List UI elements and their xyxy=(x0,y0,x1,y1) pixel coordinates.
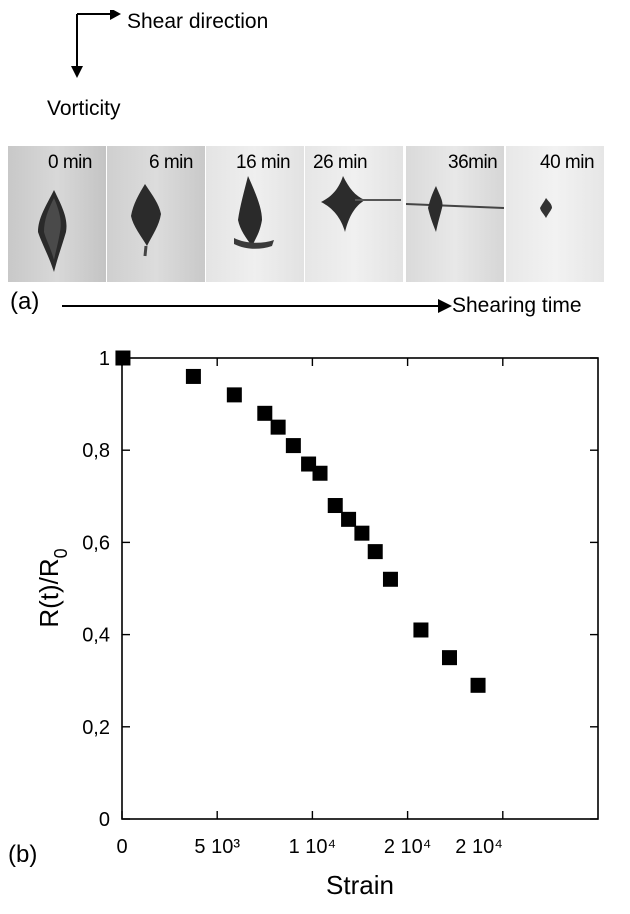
x-tick-label: 0 xyxy=(116,836,127,858)
y-tick-label: 0,2 xyxy=(82,717,110,739)
y-axis-label-main: R(t)/R xyxy=(34,558,64,627)
data-point xyxy=(341,511,357,527)
data-point xyxy=(354,525,370,541)
data-point xyxy=(301,456,317,472)
strain-chart: 0 0,2 0,4 0,6 0,8 1 0 5 10³ 1 10⁴ 2 10⁴ 2 10⁴ R(t… xyxy=(8,348,599,900)
frame-16-min: 16 min xyxy=(206,146,304,282)
data-point xyxy=(115,350,131,366)
x-tick-label: 5 10³ xyxy=(194,836,240,858)
y-tick-label: 0,6 xyxy=(82,532,110,554)
x-axis-label: Strain xyxy=(326,870,394,900)
data-point xyxy=(382,571,398,587)
data-point xyxy=(367,544,383,560)
shear-direction-label: Shear direction xyxy=(127,10,269,33)
frame-6-min: 6 min xyxy=(107,146,205,282)
droplet-image xyxy=(38,190,67,272)
data-point xyxy=(470,677,486,693)
shearing-time-label: Shearing time xyxy=(452,294,582,317)
x-tick-label: 1 10⁴ xyxy=(289,836,337,858)
plot-frame xyxy=(121,357,599,820)
shear-direction-arrows xyxy=(71,10,121,78)
frame-36-min: 36min xyxy=(406,146,504,282)
y-tick-label: 0,8 xyxy=(82,440,110,462)
time-arrow xyxy=(62,299,452,313)
y-tick-label: 0,4 xyxy=(82,625,110,647)
frame-40-min: 40 min xyxy=(506,146,604,282)
droplet-image xyxy=(234,176,274,249)
x-tick-label: 2 10⁴ xyxy=(455,836,503,858)
frame-time-label: 36min xyxy=(448,152,498,173)
data-point xyxy=(441,650,457,666)
droplet-image xyxy=(540,198,552,218)
data-point xyxy=(185,368,201,384)
droplet-image xyxy=(131,184,161,257)
data-point xyxy=(257,405,273,421)
x-tick-label: 2 10⁴ xyxy=(384,836,432,858)
data-point xyxy=(270,419,286,435)
y-tick-label: 0 xyxy=(99,809,110,831)
frame-time-label: 40 min xyxy=(540,152,595,173)
y-axis-label-sub: 0 xyxy=(51,548,71,558)
frame-26-min: 26 min xyxy=(305,146,403,282)
droplet-image xyxy=(321,176,401,232)
data-point xyxy=(285,438,301,454)
frame-time-label: 16 min xyxy=(236,152,291,173)
frame-time-label: 0 min xyxy=(48,152,92,173)
data-point xyxy=(226,387,242,403)
droplet-image xyxy=(406,186,504,232)
vorticity-label: Vorticity xyxy=(47,97,121,120)
frame-time-label: 6 min xyxy=(149,152,193,173)
frame-0-min: 0 min xyxy=(8,146,106,282)
y-tick-label: 1 xyxy=(99,348,110,370)
data-point xyxy=(312,465,328,481)
y-axis-label: R(t)/R0 xyxy=(34,548,71,627)
data-point xyxy=(327,498,343,514)
frame-time-label: 26 min xyxy=(313,152,368,173)
panel-b-label: (b) xyxy=(8,841,37,868)
data-point xyxy=(413,622,429,638)
panel-a-label: (a) xyxy=(10,288,40,315)
